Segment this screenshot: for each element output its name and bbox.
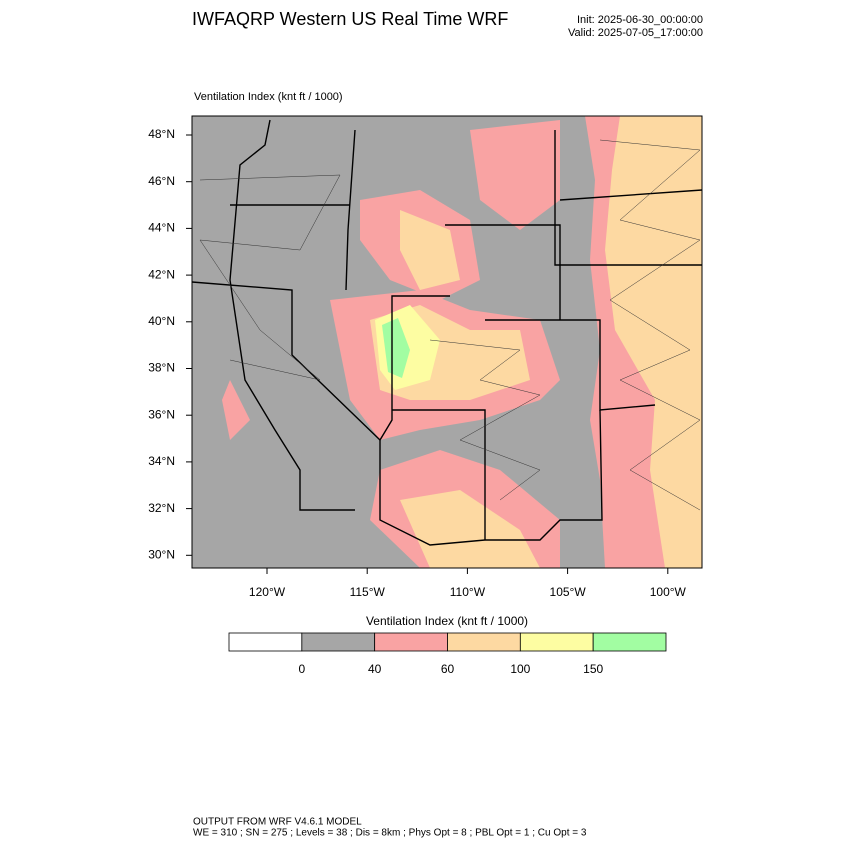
lat-label: 40°N: [148, 314, 175, 328]
lat-label: 30°N: [148, 547, 175, 561]
lon-label: 115°W: [350, 585, 386, 599]
footer-line: WE = 310 ; SN = 275 ; Levels = 38 ; Dis …: [193, 828, 587, 839]
lat-label: 44°N: [148, 221, 175, 235]
map: [191, 115, 703, 569]
colorbar-box: [519, 632, 594, 652]
title: IWFAQRP Western US Real Time WRF: [192, 9, 508, 29]
lat-label: 34°N: [148, 454, 175, 468]
colorbar-label: 0: [298, 662, 305, 676]
colorbar-label: 100: [510, 662, 530, 676]
colorbar-box: [228, 632, 303, 652]
lat-label: 46°N: [148, 174, 175, 188]
colorbar-box: [374, 632, 448, 652]
lon-label: 105°W: [550, 585, 587, 599]
colorbar-title: Ventilation Index (knt ft / 1000): [366, 614, 528, 628]
lat-label: 38°N: [148, 361, 175, 375]
colorbar-box: [592, 632, 667, 652]
map-subtitle: Ventilation Index (knt ft / 1000): [194, 91, 343, 103]
colorbar: [228, 632, 667, 652]
lat-label: 42°N: [148, 267, 175, 281]
lon-label: 110°W: [450, 585, 486, 599]
valid-time: Valid: 2025-07-05_17:00:00: [568, 27, 703, 39]
lon-label: 120°W: [249, 585, 286, 599]
lat-label: 48°N: [148, 127, 175, 141]
colorbar-label: 60: [441, 662, 455, 676]
footer-line: OUTPUT FROM WRF V4.6.1 MODEL: [193, 817, 362, 828]
lon-label: 100°W: [650, 585, 687, 599]
lat-label: 32°N: [148, 501, 175, 515]
colorbar-label: 40: [368, 662, 382, 676]
lat-label: 36°N: [148, 407, 175, 421]
init-time: Init: 2025-06-30_00:00:00: [577, 14, 703, 26]
colorbar-label: 150: [583, 662, 603, 676]
colorbar-box: [301, 632, 376, 652]
colorbar-box: [447, 632, 521, 652]
